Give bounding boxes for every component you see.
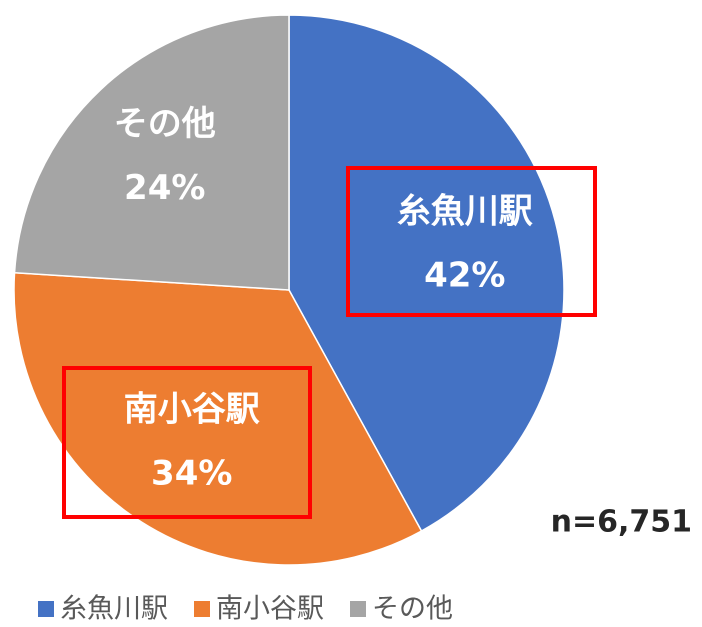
legend-label: その他 xyxy=(372,594,453,625)
pie-slice xyxy=(288,14,565,533)
slice-value: 34% xyxy=(151,454,232,494)
legend-label: 南小谷駅 xyxy=(216,594,324,625)
pie-slice xyxy=(13,14,290,291)
slice-value: 42% xyxy=(424,255,505,295)
pie-slice xyxy=(13,271,423,566)
slice-name: 糸魚川駅 xyxy=(397,191,533,231)
legend-swatch xyxy=(194,601,210,617)
slice-name: 南小谷駅 xyxy=(124,390,260,430)
highlight-box xyxy=(62,366,312,519)
legend-label: 糸魚川駅 xyxy=(60,594,168,625)
legend-swatch xyxy=(350,601,366,617)
highlight-box xyxy=(346,166,597,317)
legend-swatch xyxy=(38,601,54,617)
pie xyxy=(13,14,565,566)
slice-value: 24% xyxy=(124,168,205,208)
slice-labels: 糸魚川駅 42% 南小谷駅 34% その他 24% xyxy=(114,104,533,494)
legend: 糸魚川駅 南小谷駅 その他 xyxy=(38,594,453,625)
slice-name: その他 xyxy=(114,104,216,144)
annotation: n=6,751 xyxy=(551,505,692,540)
